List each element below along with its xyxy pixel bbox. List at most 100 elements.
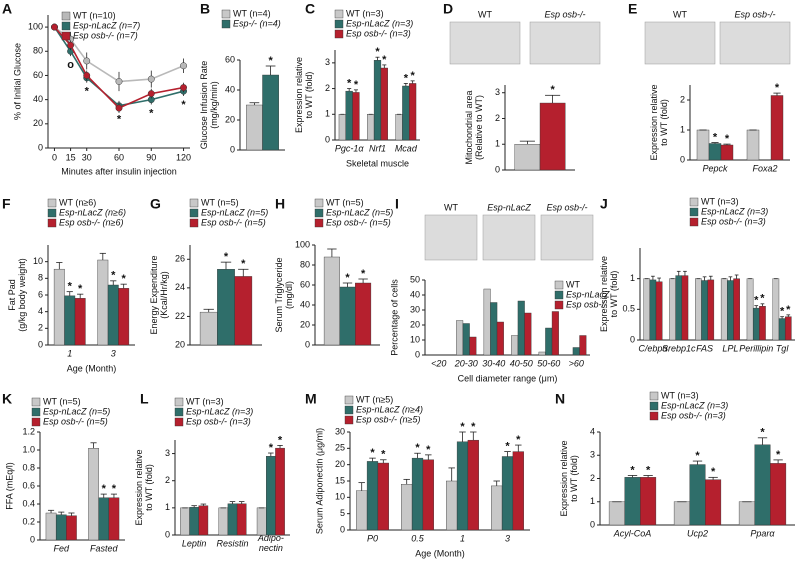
significance: *: [505, 441, 510, 453]
x-tick-label: 1: [460, 533, 465, 543]
legend-label: Esp osb-/- (n=3): [186, 416, 251, 426]
legend-swatch: [61, 31, 71, 41]
significance: *: [404, 72, 409, 84]
legend-swatch: [554, 280, 564, 290]
legend-swatch: [689, 217, 699, 227]
bar: [517, 300, 525, 356]
legend-label: WT (n=10): [73, 10, 116, 20]
bar: [256, 507, 267, 536]
x-tick-label: 30: [82, 152, 92, 162]
y-tick-label: 1.2: [22, 426, 35, 436]
y-tick-label: 3: [590, 450, 595, 460]
y-tick-label: 1: [495, 139, 500, 149]
bar: [514, 144, 541, 171]
panel-letter: L: [140, 391, 149, 407]
significance: *: [646, 464, 651, 476]
y-tick-label: 3: [165, 448, 170, 458]
x-tick-label: Foxa2: [752, 163, 777, 173]
image-label: WT: [478, 9, 492, 19]
legend-swatch: [174, 417, 184, 427]
y-tick-label: 1: [165, 502, 170, 512]
y-tick-label: 20: [335, 459, 345, 469]
x-tick-label: Tgl: [776, 343, 790, 353]
y-tick-label: 30: [335, 426, 345, 436]
bar: [338, 114, 346, 141]
x-tick-label: <20: [431, 358, 446, 368]
legend-label: WT (n≥5): [356, 394, 393, 404]
bar: [701, 280, 708, 341]
y-tick-label: 24: [175, 282, 185, 292]
legend-label: Esp-nLacZ (n=5): [326, 207, 393, 217]
bar: [572, 347, 580, 356]
x-tick-label: FAS: [696, 343, 713, 353]
y-tick-label: 0: [230, 144, 235, 154]
y-tick-label: 80: [300, 259, 310, 269]
y-tick-label: 4: [38, 306, 43, 316]
significance: *: [361, 268, 366, 280]
bar: [266, 456, 276, 536]
micrograph: [644, 21, 716, 65]
bar: [55, 514, 67, 541]
legend-label: WT (n=5): [326, 197, 364, 207]
bar: [496, 321, 504, 356]
x-tick-label: 3: [505, 533, 510, 543]
bar: [395, 114, 403, 141]
micrograph: [529, 21, 601, 65]
bar: [784, 316, 792, 341]
x-tick-label: 30-40: [482, 358, 505, 368]
x-tick-label: LPL: [722, 343, 738, 353]
x-tick-label: 0: [52, 152, 57, 162]
y-tick-label: 20: [410, 319, 420, 329]
x-tick-label: P0: [367, 533, 378, 543]
significance: *: [713, 132, 718, 144]
y-tick-label: 1: [590, 496, 595, 506]
x-tick-label: Mcad: [395, 143, 418, 153]
micrograph: [719, 21, 791, 65]
panel-letter: D: [443, 1, 453, 17]
y-tick-label: 1: [680, 124, 685, 134]
panel-letter: G: [150, 196, 161, 212]
significance: *: [776, 449, 781, 461]
legend-label: Esp-nLacZ (n=3): [701, 206, 768, 216]
x-axis-label: Cell diameter range (μm): [458, 373, 558, 383]
image-label: Esp-nLacZ: [487, 202, 531, 212]
y-tick-label: 0: [680, 154, 685, 164]
bar: [373, 60, 382, 141]
bar: [720, 144, 734, 161]
micrograph: [449, 21, 521, 65]
panel-letter: I: [395, 196, 399, 212]
legend-swatch: [334, 29, 344, 39]
bar: [236, 503, 247, 536]
legend-label: WT: [566, 279, 580, 289]
y-tick-label: 10: [410, 334, 420, 344]
bar: [640, 477, 657, 526]
y-axis-label: FFA (mEq/l): [4, 462, 14, 510]
bar: [754, 444, 771, 526]
legend-label: Esp-nLacZ (n≥6): [59, 207, 126, 217]
y-tick-label: 0: [495, 164, 500, 174]
image-label: Esp osb-/-: [544, 9, 585, 19]
y-tick-label: 0: [415, 349, 420, 359]
bar: [695, 278, 702, 341]
x-tick-label: 1: [67, 348, 72, 358]
y-tick-label: 1: [325, 109, 330, 119]
y-axis-label: Expression relativeto WT (fold): [294, 57, 314, 133]
y-tick-label: 0.5: [622, 304, 635, 314]
y-axis-label: % of Initial Glucose: [12, 43, 22, 120]
y-tick-label: 20: [225, 114, 235, 124]
legend-label: Esp osb-/- (n=5): [201, 217, 266, 227]
bar: [367, 114, 375, 141]
legend-label: Esp-nLacZ (n=5): [201, 207, 268, 217]
legend-swatch: [314, 198, 324, 208]
legend-label: Esp osb-/- (n=3): [346, 28, 411, 38]
y-tick-label: 0: [38, 142, 43, 152]
bar: [467, 439, 479, 531]
significance: *: [181, 99, 186, 111]
legend-swatch: [554, 300, 564, 310]
y-axis-label: Expression relativeto WT (fold): [559, 440, 579, 516]
bar: [45, 512, 57, 541]
significance: *: [345, 272, 350, 284]
x-tick-label: 120: [176, 152, 191, 162]
significance: *: [112, 483, 117, 495]
y-axis-label: Expression relativeto WT (fold): [599, 256, 619, 332]
